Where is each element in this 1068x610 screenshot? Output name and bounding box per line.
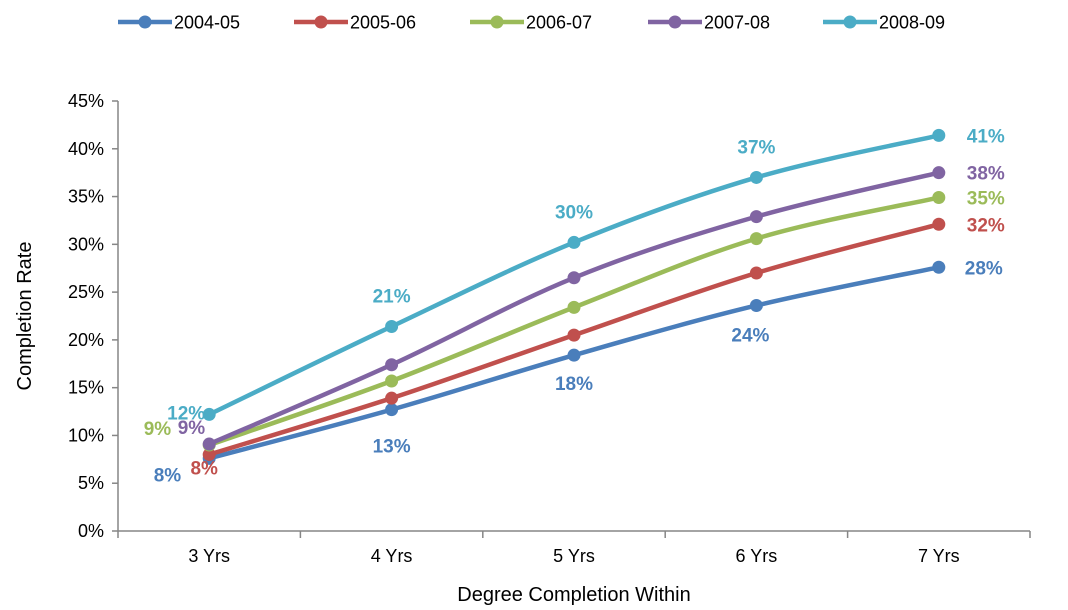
legend-label: 2004-05 [174, 13, 240, 33]
legend-item-2007-08: 2007-08 [648, 13, 770, 33]
legend-item-2005-06: 2005-06 [294, 13, 416, 33]
data-label-2005-06: 32% [967, 215, 1005, 236]
data-point-2007-08 [932, 166, 946, 180]
y-tick-label: 5% [78, 473, 104, 493]
data-point-2005-06 [202, 448, 216, 462]
x-axis-title: Degree Completion Within [457, 584, 690, 606]
data-point-2006-07 [385, 374, 399, 388]
series-line-2006-07 [206, 195, 942, 448]
legend-label: 2007-08 [704, 13, 770, 33]
data-label-2004-05: 13% [373, 437, 411, 458]
data-point-2004-05 [749, 298, 763, 312]
data-point-2008-09 [749, 170, 763, 184]
x-tick-label: 3 Yrs [188, 546, 230, 566]
data-point-2004-05 [385, 403, 399, 417]
data-label-2007-08: 9% [178, 418, 206, 439]
data-point-2004-05 [932, 260, 946, 274]
data-point-2007-08 [567, 271, 581, 285]
axes [117, 101, 1030, 532]
data-point-2008-09 [567, 235, 581, 249]
legend: 2004-05 2005-06 2006-07 2007-08 2008-09 [118, 13, 945, 33]
data-label-2008-09: 30% [555, 202, 593, 223]
data-point-2008-09 [385, 320, 399, 334]
data-label-2004-05: 28% [965, 258, 1003, 279]
series-group [202, 128, 946, 465]
data-label-2008-09: 41% [967, 126, 1005, 147]
legend-item-2004-05: 2004-05 [118, 13, 240, 33]
legend-label: 2005-06 [350, 13, 416, 33]
data-point-2008-09 [932, 128, 946, 142]
legend-marker [138, 15, 152, 29]
data-point-2007-08 [749, 210, 763, 224]
y-tick-label: 20% [68, 330, 104, 350]
x-tick-label: 4 Yrs [371, 546, 413, 566]
legend-marker [843, 15, 857, 29]
y-tick-label: 0% [78, 521, 104, 541]
data-point-2005-06 [385, 391, 399, 405]
data-point-2005-06 [749, 266, 763, 280]
y-tick-label: 45% [68, 91, 104, 111]
data-point-2006-07 [932, 191, 946, 205]
data-label-2008-09: 21% [373, 287, 411, 308]
x-tick-label: 7 Yrs [918, 546, 960, 566]
x-tick-label: 6 Yrs [736, 546, 778, 566]
data-point-2006-07 [567, 300, 581, 314]
y-tick-label: 35% [68, 187, 104, 207]
legend-marker [668, 15, 682, 29]
legend-label: 2006-07 [526, 13, 592, 33]
legend-item-2008-09: 2008-09 [823, 13, 945, 33]
y-tick-label: 40% [68, 139, 104, 159]
data-label-2008-09: 37% [737, 137, 775, 158]
y-tick-label: 30% [68, 234, 104, 254]
data-label-2004-05: 8% [154, 465, 182, 486]
data-point-2005-06 [932, 217, 946, 231]
y-axis-title: Completion Rate [14, 242, 36, 391]
y-tick-label: 25% [68, 282, 104, 302]
y-tick-label: 10% [68, 425, 104, 445]
x-tick-label: 5 Yrs [553, 546, 595, 566]
legend-label: 2008-09 [879, 13, 945, 33]
data-point-2007-08 [385, 358, 399, 372]
data-label-2008-09: 12% [167, 403, 205, 424]
data-point-2007-08 [202, 437, 216, 451]
legend-item-2006-07: 2006-07 [470, 13, 592, 33]
data-labels: 8% 13% 18% 24% 28% 8% 32% 9% 35% 9% 38% 12% 21% 30% 37… [144, 126, 1005, 486]
x-axis-ticks: 3 Yrs 4 Yrs 5 Yrs 6 Yrs 7 Yrs [117, 531, 1031, 566]
data-label-2004-05: 18% [555, 374, 593, 395]
y-axis-ticks: 0% 5% 10% 15% 20% 25% 30% 35% 40% 45% [68, 91, 118, 541]
data-point-2004-05 [567, 348, 581, 362]
data-point-2006-07 [749, 232, 763, 246]
y-tick-label: 15% [68, 378, 104, 398]
data-point-2008-09 [202, 407, 216, 421]
data-label-2006-07: 9% [144, 419, 172, 440]
legend-marker [490, 15, 504, 29]
data-label-2005-06: 8% [190, 459, 218, 480]
data-label-2006-07: 35% [967, 189, 1005, 210]
data-point-2005-06 [567, 328, 581, 342]
data-label-2007-08: 38% [967, 164, 1005, 185]
legend-marker [314, 15, 328, 29]
data-label-2004-05: 24% [731, 325, 769, 346]
